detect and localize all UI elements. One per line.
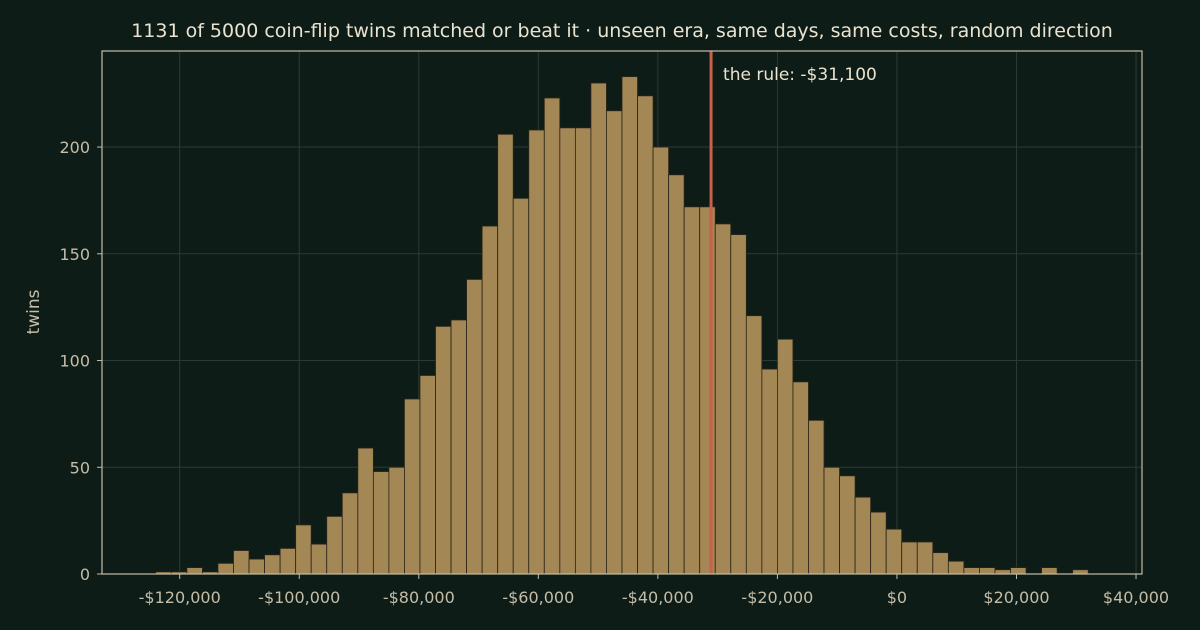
histogram-bar <box>590 82 607 575</box>
histogram-bar <box>388 466 405 575</box>
histogram-bar <box>870 511 887 575</box>
histogram-bar <box>419 375 436 575</box>
x-tick-label: -$40,000 <box>622 588 694 607</box>
histogram-bar <box>745 315 763 575</box>
y-tick-label: 150 <box>59 245 90 264</box>
histogram-bar <box>885 528 903 575</box>
histogram-bar <box>574 127 592 575</box>
x-tick-label: -$100,000 <box>258 588 340 607</box>
histogram-bar <box>730 234 747 575</box>
histogram-bar <box>606 110 623 575</box>
x-tick-label: -$20,000 <box>741 588 813 607</box>
y-axis: 0 50 100 150 200 <box>59 138 102 584</box>
marker-layer: the rule: -$31,100 <box>709 51 877 574</box>
histogram-bar <box>808 419 825 575</box>
histogram-bar <box>668 174 685 575</box>
histogram-bar <box>264 554 281 575</box>
y-axis-label: twins <box>24 289 44 334</box>
histogram-bar <box>450 319 467 575</box>
histogram-bar <box>543 97 561 575</box>
histogram-bar <box>233 550 250 575</box>
histogram-bar <box>404 398 421 575</box>
x-tick-label: $40,000 <box>1103 588 1169 607</box>
histogram-bar <box>777 338 794 575</box>
x-tick-label: $0 <box>887 588 907 607</box>
histogram-bar <box>481 225 499 575</box>
histogram-bar <box>341 492 359 575</box>
histogram-bar <box>854 496 872 575</box>
histogram-bar <box>637 95 654 575</box>
histogram-bar <box>683 206 701 575</box>
chart-title: 1131 of 5000 coin-flip twins matched or … <box>131 20 1113 42</box>
y-tick-label: 50 <box>70 458 90 477</box>
x-tick-label: -$60,000 <box>502 588 574 607</box>
histogram-bar <box>528 129 545 575</box>
y-tick-label: 0 <box>80 565 90 584</box>
histogram-bar <box>186 567 203 575</box>
x-tick-label: -$120,000 <box>139 588 221 607</box>
histogram-bar <box>357 447 374 575</box>
y-tick-label: 200 <box>59 138 90 157</box>
histogram-bar <box>497 133 514 575</box>
histogram-bar <box>466 279 483 575</box>
histogram-bar <box>932 552 949 575</box>
histogram-bar <box>295 524 312 575</box>
histogram-bar <box>699 206 716 575</box>
histogram-bar <box>559 127 576 575</box>
histogram-bar <box>963 567 980 575</box>
histogram-bar <box>248 558 265 575</box>
histogram-bar <box>326 515 343 575</box>
histogram-bar <box>979 567 996 575</box>
histogram-bar <box>901 541 918 575</box>
histogram-bar <box>1010 567 1027 575</box>
histogram-bar <box>916 541 934 575</box>
histogram-bar <box>994 569 1011 575</box>
histogram-bar <box>1072 569 1089 575</box>
x-tick-label: $20,000 <box>983 588 1049 607</box>
histogram-bar <box>310 543 328 575</box>
histogram-bar <box>621 76 638 575</box>
histogram-bar <box>279 547 297 575</box>
histogram-bar <box>823 466 840 575</box>
rule-marker-label: the rule: -$31,100 <box>723 65 877 85</box>
histogram-bar <box>372 471 390 575</box>
histogram-bar <box>761 368 778 575</box>
histogram-bar <box>714 223 732 575</box>
histogram-bar <box>792 381 809 575</box>
plot-frame <box>101 50 1143 575</box>
histogram-bar <box>435 325 452 575</box>
histogram-bar <box>947 560 965 575</box>
histogram-bar <box>217 562 234 575</box>
histogram-bar <box>652 146 670 575</box>
histogram-bar <box>839 475 856 575</box>
histogram-bar <box>1041 567 1058 575</box>
histogram-bars <box>155 76 1089 575</box>
x-tick-label: -$80,000 <box>383 588 455 607</box>
histogram-bar <box>512 197 530 575</box>
y-tick-label: 100 <box>59 352 90 371</box>
x-axis: -$120,000 -$100,000 -$80,000 -$60,000 -$40,0… <box>139 574 1169 607</box>
